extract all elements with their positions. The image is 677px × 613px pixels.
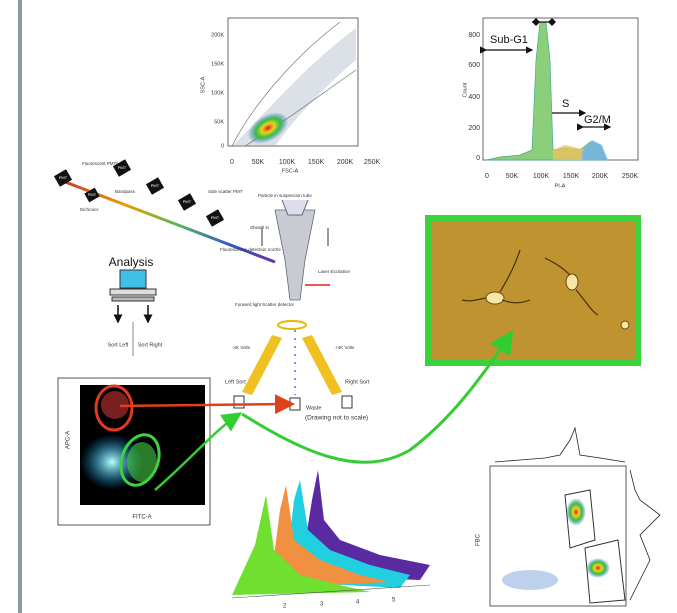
x-tick-label: 2 (283, 604, 287, 610)
sort-label: Sort Right (138, 342, 163, 348)
x-tick-label: 250K (622, 173, 639, 180)
y-tick-label: 50K (214, 119, 224, 125)
y-tick-label: 200K (211, 32, 224, 38)
label: Forward light Scatter detector (235, 302, 295, 307)
y-tick-label: 100K (211, 90, 224, 96)
x-tick-label: 0 (230, 159, 234, 166)
x-tick-label: 5 (392, 598, 396, 604)
cell (621, 321, 629, 329)
x-tick-label: 250K (364, 159, 381, 166)
y-tick-label: 150K (211, 61, 224, 67)
marginal-histogram (495, 428, 625, 462)
gate-label: G2/M (584, 114, 611, 126)
pmt-label: PMT (183, 199, 192, 204)
bottom-plot: FBC (476, 428, 660, 606)
keyboard (112, 297, 154, 301)
tube (234, 396, 244, 408)
label: Waste (306, 405, 321, 411)
label: Side scatter PMT (208, 189, 243, 194)
label: Particle in suspension tube (258, 193, 312, 198)
label: Right Sort (345, 379, 370, 385)
y-axis-label: SSC-A (200, 76, 206, 93)
side-bar (18, 0, 22, 613)
y-tick-label: 0 (221, 143, 224, 149)
x-tick-label: 50K (506, 173, 519, 180)
label: Dichroics (80, 207, 99, 212)
x-tick-label: 150K (563, 173, 580, 180)
pmt-label: PMT (211, 215, 220, 220)
label: Left Sort (225, 379, 246, 385)
label: Bandpass (115, 189, 136, 194)
x-tick-label: 100K (533, 173, 550, 180)
label: +4K Volts (335, 345, 355, 350)
label: (Drawing not to scale) (305, 415, 368, 422)
x-tick-label: 4 (356, 600, 360, 606)
y-tick-label: 200 (468, 125, 480, 132)
label: Fluorescence detection nozzle (220, 247, 281, 252)
pmt-label: PMT (118, 165, 127, 170)
cell (566, 274, 578, 290)
population (586, 558, 610, 578)
population (502, 570, 558, 590)
marginal-histogram (630, 470, 660, 600)
label: -4K Volts (232, 345, 251, 350)
label: Sheath in (250, 225, 270, 230)
x-tick-label: 50K (252, 159, 265, 166)
deflection-plate (242, 335, 282, 395)
x-tick-label: 100K (279, 159, 296, 166)
y-tick-label: 0 (476, 155, 480, 162)
label: Fluorescent PMTs (82, 161, 119, 166)
sort-label: Sort Left (108, 342, 129, 348)
x-tick-label: 3 (320, 602, 324, 608)
x-axis-label: FSC-A (282, 168, 299, 174)
tube (290, 398, 300, 410)
cell (486, 292, 504, 304)
pmt-label: PMT (151, 183, 160, 188)
y-tick-label: 400 (468, 94, 480, 101)
x-axis-label: PI-A (555, 183, 566, 189)
gate-label: S (562, 98, 569, 110)
population (566, 498, 586, 526)
computer (110, 289, 156, 295)
y-tick-label: 800 (468, 32, 480, 39)
y-axis-label: FBC (476, 533, 482, 546)
figure: 200K 150K 100K 50K 0 0 50K 100K 150K 200… (0, 0, 677, 613)
x-tick-label: 200K (337, 159, 354, 166)
x-tick-label: 150K (308, 159, 325, 166)
y-tick-label: 600 (468, 62, 480, 69)
sort-plot: APC-A FITC-A (58, 378, 210, 525)
pmt-label: PMT (59, 175, 68, 180)
deflection-plate (302, 335, 342, 395)
micrograph-frame (428, 218, 638, 363)
gate-label: Sub-G1 (490, 34, 528, 46)
analysis-title: Analysis (109, 255, 154, 269)
cell-cycle-histogram: Sub-G1 S G2/M 800 600 400 200 0 0 50K 10… (462, 18, 638, 189)
pmt-label: PMT (88, 192, 97, 197)
monitor (120, 270, 146, 288)
charge-ring (278, 321, 306, 329)
top-scatter: 200K 150K 100K 50K 0 0 50K 100K 150K 200… (200, 18, 380, 174)
y-axis-label: Count (462, 82, 468, 97)
x-tick-label: 200K (592, 173, 609, 180)
label: Laser Excitation (318, 269, 351, 274)
tube (342, 396, 352, 408)
histogram-3d: 2 3 4 5 (232, 470, 430, 610)
micrograph (428, 218, 638, 363)
x-tick-label: 0 (485, 173, 489, 180)
x-axis-label: FITC-A (132, 515, 151, 521)
y-axis-label: APC-A (66, 431, 72, 449)
nozzle (275, 210, 315, 300)
